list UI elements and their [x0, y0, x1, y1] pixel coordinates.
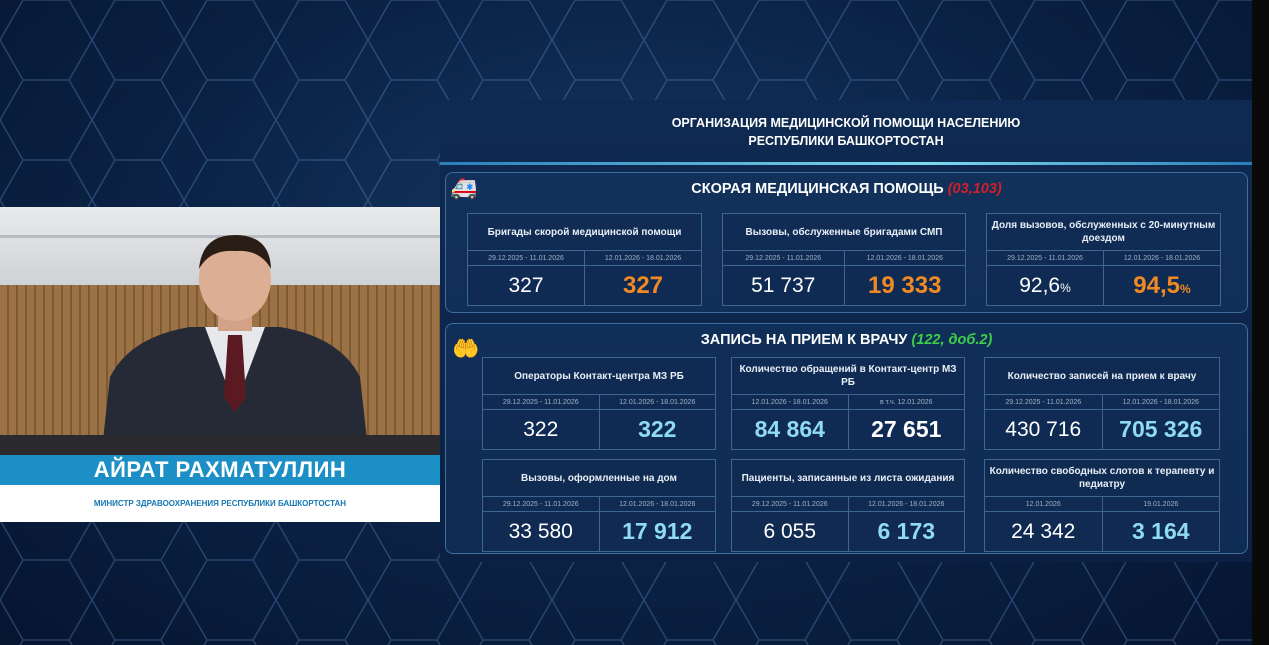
slide-title: ОРГАНИЗАЦИЯ МЕДИЦИНСКОЙ ПОМОЩИ НАСЕЛЕНИЮ… — [440, 114, 1252, 150]
card-title: Количество записей на прием к врачу — [985, 358, 1219, 395]
metric-card: Количество записей на прием к врачу 29.1… — [984, 357, 1220, 450]
card-title: Количество свободных слотов к терапевту … — [985, 460, 1219, 497]
ambulance-icon: 🚑 — [450, 175, 478, 200]
card-title: Количество обращений в Контакт-центр МЗ … — [732, 358, 964, 395]
value: 327 — [622, 272, 664, 299]
dashboard-slide: ОРГАНИЗАЦИЯ МЕДИЦИНСКОЙ ПОМОЩИ НАСЕЛЕНИЮ… — [440, 100, 1252, 562]
value-current: 94,5% — [1103, 266, 1220, 305]
period-label: 29.12.2025 - 11.01.2026 — [483, 395, 599, 410]
card-title: Операторы Контакт-центра МЗ РБ — [483, 358, 715, 395]
title-line-2: РЕСПУБЛИКИ БАШКОРТОСТАН — [748, 134, 944, 148]
title-divider — [440, 162, 1252, 165]
value-previous: 51 737 — [723, 266, 844, 305]
value: 92,6 — [1019, 274, 1061, 297]
video-feed: АЙРАТ РАХМАТУЛЛИН МИНИСТР ЗДРАВООХРАНЕНИ… — [0, 207, 440, 522]
phone-number: (122, доб.2) — [911, 332, 993, 348]
phone-number: (03,103) — [947, 181, 1002, 197]
card-title: Вызовы, обслуженные бригадами СМП — [723, 214, 965, 251]
hands-heart-icon: 🤲 — [452, 336, 480, 361]
period-label: 29.12.2025 - 11.01.2026 — [987, 251, 1103, 266]
value: 94,5 — [1133, 272, 1181, 299]
speaker-role: МИНИСТР ЗДРАВООХРАНЕНИЯ РЕСПУБЛИКИ БАШКО… — [0, 485, 440, 522]
card-title: Бригады скорой медицинской помощи — [468, 214, 701, 251]
metric-card: Вызовы, оформленные на дом 29.12.2025 - … — [482, 459, 716, 552]
value: 84 864 — [754, 416, 825, 442]
value-previous: 327 — [468, 266, 584, 305]
ambulance-section: 🚑 СКОРАЯ МЕДИЦИНСКАЯ ПОМОЩЬ (03,103) Бри… — [445, 172, 1248, 313]
value-previous: 6 055 — [732, 512, 848, 551]
value-current: 705 326 — [1101, 410, 1220, 449]
value-previous: 92,6% — [987, 266, 1103, 305]
value-current: 19 333 — [843, 266, 966, 305]
period-label: 12.01.2026 - 18.01.2026 — [843, 251, 965, 266]
appointments-section: 🤲 ЗАПИСЬ НА ПРИЕМ К ВРАЧУ (122, доб.2) О… — [445, 323, 1248, 554]
section-title: СКОРАЯ МЕДИЦИНСКАЯ ПОМОЩЬ — [691, 181, 944, 197]
period-label: 12.01.2026 - 18.01.2026 — [847, 497, 964, 512]
title-line-1: ОРГАНИЗАЦИЯ МЕДИЦИНСКОЙ ПОМОЩИ НАСЕЛЕНИЮ — [671, 116, 1021, 130]
speaker-name: АЙРАТ РАХМАТУЛЛИН — [0, 455, 440, 485]
unit: % — [1180, 282, 1191, 296]
value: 322 — [638, 416, 677, 442]
metric-card: Количество обращений в Контакт-центр МЗ … — [731, 357, 965, 450]
period-label: 12.01.2026 - 18.01.2026 — [598, 497, 715, 512]
metric-card: Бригады скорой медицинской помощи 29.12.… — [467, 213, 702, 306]
period-label: 12.01.2026 - 18.01.2026 — [732, 395, 848, 410]
value: 327 — [508, 274, 544, 297]
value: 6 173 — [877, 518, 936, 544]
value: 322 — [523, 418, 559, 441]
period-label: 12.01.2026 - 18.01.2026 — [1103, 251, 1220, 266]
value: 430 716 — [1005, 418, 1082, 441]
period-label: 12.01.2026 - 18.01.2026 — [1101, 395, 1219, 410]
value: 17 912 — [622, 518, 693, 544]
metric-card: Количество свободных слотов к терапевту … — [984, 459, 1220, 552]
period-label: 29.12.2025 - 11.01.2026 — [985, 395, 1102, 410]
card-title: Вызовы, оформленные на дом — [483, 460, 715, 497]
value: 6 055 — [763, 520, 817, 543]
card-title: Пациенты, записанные из листа ожидания — [732, 460, 964, 497]
metric-card: Операторы Контакт-центра МЗ РБ 29.12.202… — [482, 357, 716, 450]
period-label: 29.12.2025 - 11.01.2026 — [468, 251, 584, 266]
speaker-figure — [100, 235, 370, 467]
value-current: 3 164 — [1101, 512, 1220, 551]
ambulance-heading: СКОРАЯ МЕДИЦИНСКАЯ ПОМОЩЬ (03,103) — [446, 181, 1247, 197]
unit: % — [1060, 281, 1071, 295]
metric-card: Вызовы, обслуженные бригадами СМП 29.12.… — [722, 213, 966, 306]
value: 33 580 — [508, 520, 573, 543]
value: 705 326 — [1119, 416, 1203, 442]
value-previous: 322 — [483, 410, 599, 449]
value-current: 27 651 — [847, 410, 965, 449]
appointments-heading: ЗАПИСЬ НА ПРИЕМ К ВРАЧУ (122, доб.2) — [446, 332, 1247, 348]
period-label: в т.ч. 12.01.2026 — [847, 395, 964, 410]
screen-edge — [1252, 0, 1269, 645]
value-current: 322 — [598, 410, 716, 449]
section-title: ЗАПИСЬ НА ПРИЕМ К ВРАЧУ — [700, 332, 908, 348]
metric-card: Доля вызовов, обслуженных с 20-минутным … — [986, 213, 1221, 306]
period-label: 19.01.2026 — [1101, 497, 1219, 512]
metric-card: Пациенты, записанные из листа ожидания 2… — [731, 459, 965, 552]
value: 51 737 — [751, 274, 816, 297]
period-label: 29.12.2025 - 11.01.2026 — [732, 497, 848, 512]
period-label: 12.01.2026 — [985, 497, 1102, 512]
value-previous: 430 716 — [985, 410, 1102, 449]
period-label: 12.01.2026 - 18.01.2026 — [584, 251, 701, 266]
value: 27 651 — [871, 416, 942, 442]
period-label: 29.12.2025 - 11.01.2026 — [483, 497, 599, 512]
value-current: 327 — [584, 266, 701, 305]
value: 24 342 — [1011, 520, 1076, 543]
value: 3 164 — [1131, 518, 1190, 544]
value-previous: 24 342 — [985, 512, 1102, 551]
value-previous: 33 580 — [483, 512, 599, 551]
value-previous: 84 864 — [732, 410, 848, 449]
period-label: 29.12.2025 - 11.01.2026 — [723, 251, 844, 266]
value: 19 333 — [868, 272, 942, 299]
period-label: 12.01.2026 - 18.01.2026 — [598, 395, 715, 410]
card-title: Доля вызовов, обслуженных с 20-минутным … — [987, 214, 1220, 251]
value-current: 17 912 — [598, 512, 716, 551]
value-current: 6 173 — [847, 512, 965, 551]
